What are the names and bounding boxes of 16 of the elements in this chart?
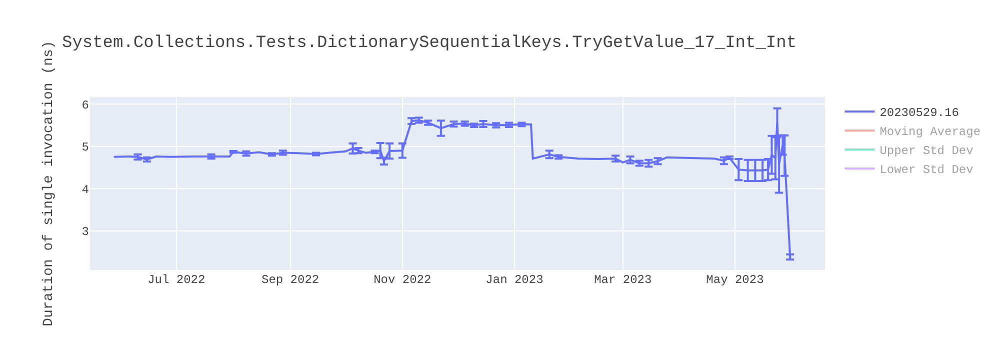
y-tick-label: 6 (82, 98, 89, 112)
legend-label: Lower Std Dev (880, 163, 974, 178)
x-tick-label: Nov 2022 (374, 273, 432, 287)
legend-label: 20230529.16 (880, 106, 959, 120)
x-tick-label: May 2023 (706, 273, 764, 287)
y-tick-label: 5 (82, 140, 89, 155)
y-tick-label: 4 (82, 182, 89, 197)
x-tick-label: Jan 2023 (486, 273, 544, 287)
x-tick-label: Sep 2022 (261, 273, 320, 287)
x-tick-label: Jul 2022 (148, 273, 206, 287)
legend-label: Moving Average (880, 125, 981, 140)
y-axis-title: Duration of single invocation (ns) (41, 40, 57, 326)
x-tick-label: Mar 2023 (594, 273, 652, 287)
chart-title: System.Collections.Tests.DictionarySequentialKeys.TryGetValue_17_Int_Int (62, 34, 797, 53)
y-tick-label: 3 (82, 224, 89, 239)
legend-label: Upper Std Dev (880, 144, 974, 158)
